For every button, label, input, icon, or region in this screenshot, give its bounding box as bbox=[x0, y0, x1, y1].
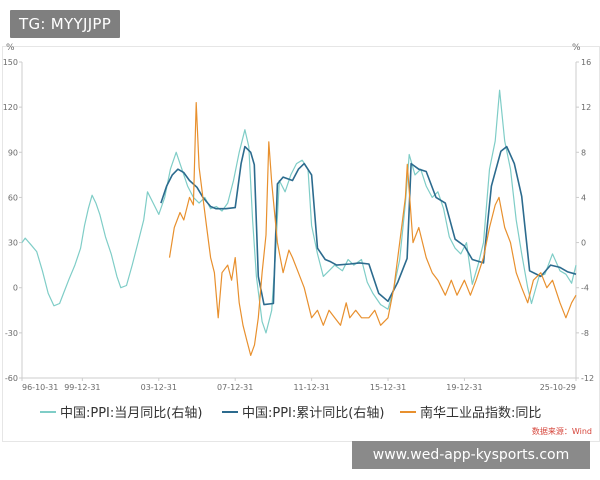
left-tick-label: 120 bbox=[3, 103, 18, 112]
series-layer bbox=[21, 89, 577, 356]
watermark-badge: TG: MYYJJPP bbox=[10, 10, 121, 38]
right-tick-label: 4 bbox=[581, 193, 586, 202]
left-tick-label: 150 bbox=[3, 58, 18, 67]
x-tick-label: 11-12-31 bbox=[293, 383, 329, 392]
series-line-2 bbox=[160, 145, 577, 306]
x-tick-label: 07-12-31 bbox=[217, 383, 253, 392]
x-tick-label: 15-12-31 bbox=[370, 383, 406, 392]
left-tick-label: -30 bbox=[5, 329, 18, 338]
legend-label-2: 中国:PPI:累计同比(右轴) bbox=[242, 406, 384, 421]
left-tick-label: 90 bbox=[8, 148, 18, 157]
website-footer-badge: www.wed-app-kysports.com bbox=[352, 441, 590, 469]
series-line-1 bbox=[21, 89, 577, 334]
series-line-3 bbox=[168, 102, 577, 356]
left-unit-label: % bbox=[6, 43, 15, 53]
right-tick-label: 8 bbox=[581, 148, 586, 157]
left-tick-label: 60 bbox=[8, 193, 18, 202]
legend: 中国:PPI:当月同比(右轴) 中国:PPI:累计同比(右轴) 南华工业品指数:同比 bbox=[40, 405, 541, 421]
x-tick-label: 19-12-31 bbox=[446, 383, 482, 392]
source-note: 数据来源：Wind bbox=[532, 426, 592, 436]
x-tick-label: 99-12-31 bbox=[64, 383, 100, 392]
x-tick-label: 03-12-31 bbox=[141, 383, 177, 392]
right-tick-label: -4 bbox=[581, 284, 589, 293]
right-tick-label: 16 bbox=[581, 58, 591, 67]
legend-label-1: 中国:PPI:当月同比(右轴) bbox=[60, 406, 202, 421]
legend-label-3: 南华工业品指数:同比 bbox=[420, 405, 541, 421]
left-tick-label: -60 bbox=[5, 374, 18, 383]
right-tick-label: -12 bbox=[581, 374, 594, 383]
right-tick-label: 12 bbox=[581, 103, 591, 112]
right-tick-label: 0 bbox=[581, 239, 586, 248]
chart-card bbox=[2, 46, 600, 442]
x-tick-label: 96-10-31 bbox=[22, 383, 58, 392]
left-tick-label: 30 bbox=[8, 239, 18, 248]
left-tick-label: 0 bbox=[13, 284, 18, 293]
x-tick-label: 25-10-29 bbox=[540, 383, 576, 392]
right-tick-label: -8 bbox=[581, 329, 589, 338]
axes-layer: 1501209060300-30-60%1612840-4-8-12%96-10… bbox=[3, 43, 594, 392]
right-unit-label: % bbox=[572, 43, 581, 53]
